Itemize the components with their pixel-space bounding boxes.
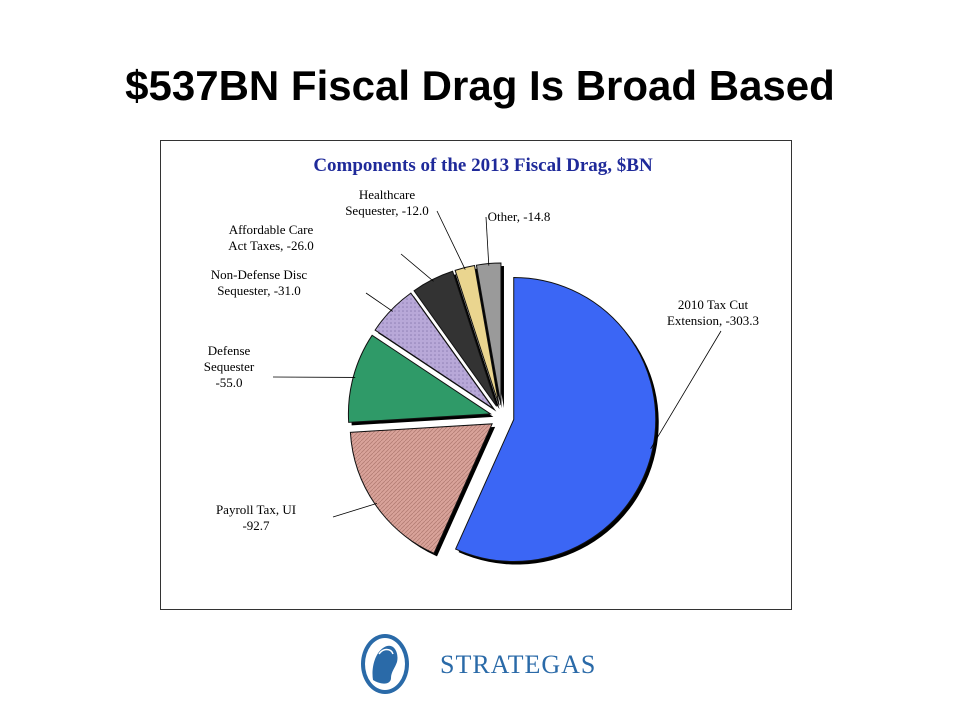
slice-label-line: Act Taxes, -26.0 bbox=[228, 238, 314, 253]
slice-label-line: Sequester, -31.0 bbox=[217, 283, 301, 298]
slice-label-1: Payroll Tax, UI -92.7 bbox=[216, 502, 296, 533]
slice-label-line: Affordable Care bbox=[229, 222, 314, 237]
slice-label-0: 2010 Tax Cut Extension, -303.3 bbox=[667, 297, 759, 328]
leader-line-0 bbox=[651, 331, 721, 449]
chart-frame: Components of the 2013 Fiscal Drag, $BN … bbox=[160, 140, 792, 610]
helmeted-head-emblem-icon bbox=[357, 632, 417, 696]
slice-label-line: Payroll Tax, UI bbox=[216, 502, 296, 517]
chart-title: Components of the 2013 Fiscal Drag, $BN bbox=[313, 155, 653, 176]
leader-line-4 bbox=[401, 254, 433, 281]
leader-line-6 bbox=[486, 217, 489, 266]
slice-label-5: Healthcare Sequester, -12.0 bbox=[345, 187, 429, 218]
slice-label-line: Defense bbox=[208, 343, 251, 358]
leader-line-5 bbox=[437, 211, 465, 270]
leader-line-1 bbox=[333, 503, 377, 517]
slide-title: $537BN Fiscal Drag Is Broad Based bbox=[0, 62, 960, 110]
slice-label-line: 2010 Tax Cut bbox=[678, 297, 749, 312]
slice-label-line: Sequester, -12.0 bbox=[345, 203, 429, 218]
slice-label-line: Non-Defense Disc bbox=[211, 267, 308, 282]
slice-label-line: Sequester bbox=[204, 359, 255, 374]
leader-line-3 bbox=[366, 293, 393, 311]
pie-chart: Components of the 2013 Fiscal Drag, $BN … bbox=[161, 141, 791, 609]
slice-label-3: Non-Defense Disc Sequester, -31.0 bbox=[211, 267, 308, 298]
slice-label-6: Other, -14.8 bbox=[488, 209, 551, 224]
slice-label-line: Other, -14.8 bbox=[488, 209, 551, 224]
slice-label-line: -92.7 bbox=[242, 518, 270, 533]
slice-label-4: Affordable Care Act Taxes, -26.0 bbox=[228, 222, 314, 253]
slice-label-line: Extension, -303.3 bbox=[667, 313, 759, 328]
slice-label-line: Healthcare bbox=[359, 187, 416, 202]
slice-label-2: Defense Sequester -55.0 bbox=[204, 343, 255, 390]
slice-label-line: -55.0 bbox=[215, 375, 242, 390]
strategas-wordmark: STRATEGAS bbox=[440, 650, 596, 680]
